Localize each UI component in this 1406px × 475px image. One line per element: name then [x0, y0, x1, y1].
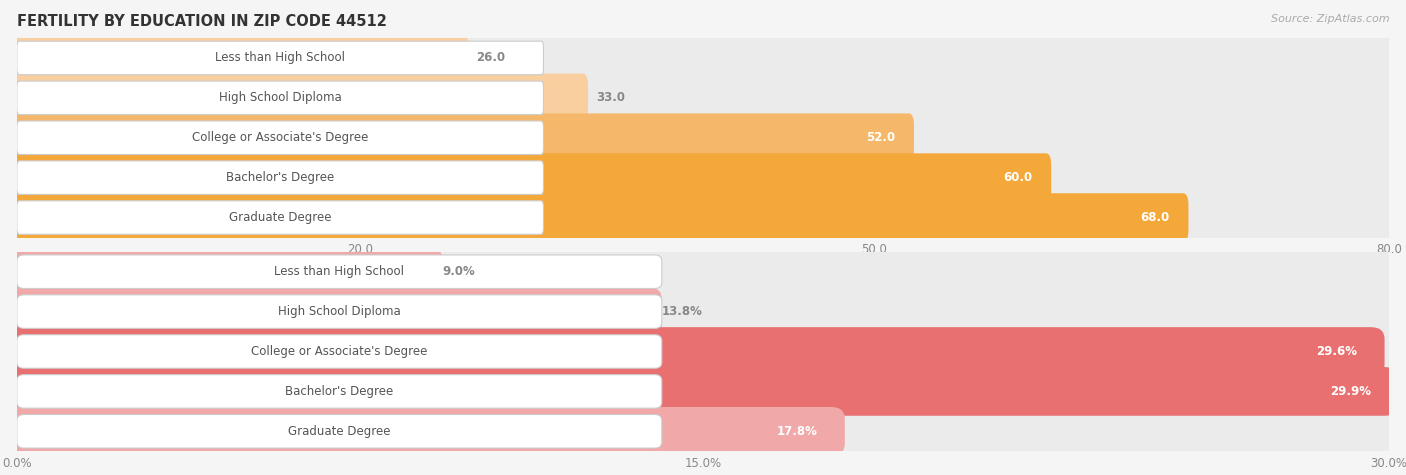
FancyBboxPatch shape: [3, 287, 662, 336]
FancyBboxPatch shape: [11, 153, 1052, 202]
Text: 29.9%: 29.9%: [1330, 385, 1371, 398]
FancyBboxPatch shape: [11, 34, 468, 82]
FancyBboxPatch shape: [17, 121, 544, 154]
Text: 13.8%: 13.8%: [662, 305, 703, 318]
Text: Bachelor's Degree: Bachelor's Degree: [285, 385, 394, 398]
Text: College or Associate's Degree: College or Associate's Degree: [193, 131, 368, 144]
FancyBboxPatch shape: [3, 367, 1399, 416]
FancyBboxPatch shape: [11, 153, 1395, 202]
Text: Less than High School: Less than High School: [215, 51, 346, 65]
FancyBboxPatch shape: [17, 41, 544, 75]
Text: High School Diploma: High School Diploma: [219, 91, 342, 104]
Text: Graduate Degree: Graduate Degree: [288, 425, 391, 438]
Text: 52.0: 52.0: [866, 131, 896, 144]
FancyBboxPatch shape: [17, 255, 662, 288]
Text: 60.0: 60.0: [1004, 171, 1032, 184]
FancyBboxPatch shape: [11, 114, 1395, 162]
Text: 9.0%: 9.0%: [443, 265, 475, 278]
FancyBboxPatch shape: [3, 247, 1403, 296]
Text: FERTILITY BY EDUCATION IN ZIP CODE 44512: FERTILITY BY EDUCATION IN ZIP CODE 44512: [17, 14, 387, 29]
FancyBboxPatch shape: [11, 74, 1395, 122]
FancyBboxPatch shape: [3, 327, 1403, 376]
FancyBboxPatch shape: [17, 375, 662, 408]
FancyBboxPatch shape: [3, 287, 1403, 336]
Text: Bachelor's Degree: Bachelor's Degree: [226, 171, 335, 184]
Text: 33.0: 33.0: [596, 91, 626, 104]
FancyBboxPatch shape: [11, 193, 1188, 242]
Text: Less than High School: Less than High School: [274, 265, 405, 278]
Text: College or Associate's Degree: College or Associate's Degree: [252, 345, 427, 358]
FancyBboxPatch shape: [3, 407, 1403, 456]
Text: High School Diploma: High School Diploma: [278, 305, 401, 318]
Text: Source: ZipAtlas.com: Source: ZipAtlas.com: [1271, 14, 1389, 24]
FancyBboxPatch shape: [11, 114, 914, 162]
FancyBboxPatch shape: [11, 34, 1395, 82]
Text: Graduate Degree: Graduate Degree: [229, 211, 332, 224]
FancyBboxPatch shape: [3, 407, 845, 456]
FancyBboxPatch shape: [11, 193, 1395, 242]
FancyBboxPatch shape: [17, 335, 662, 368]
FancyBboxPatch shape: [17, 201, 544, 234]
FancyBboxPatch shape: [17, 161, 544, 194]
FancyBboxPatch shape: [17, 295, 662, 328]
Text: 68.0: 68.0: [1140, 211, 1170, 224]
Text: 29.6%: 29.6%: [1316, 345, 1357, 358]
FancyBboxPatch shape: [11, 74, 588, 122]
Text: 17.8%: 17.8%: [776, 425, 817, 438]
FancyBboxPatch shape: [17, 81, 544, 114]
FancyBboxPatch shape: [3, 327, 1385, 376]
FancyBboxPatch shape: [3, 247, 443, 296]
FancyBboxPatch shape: [3, 367, 1403, 416]
FancyBboxPatch shape: [17, 415, 662, 448]
Text: 26.0: 26.0: [477, 51, 506, 65]
